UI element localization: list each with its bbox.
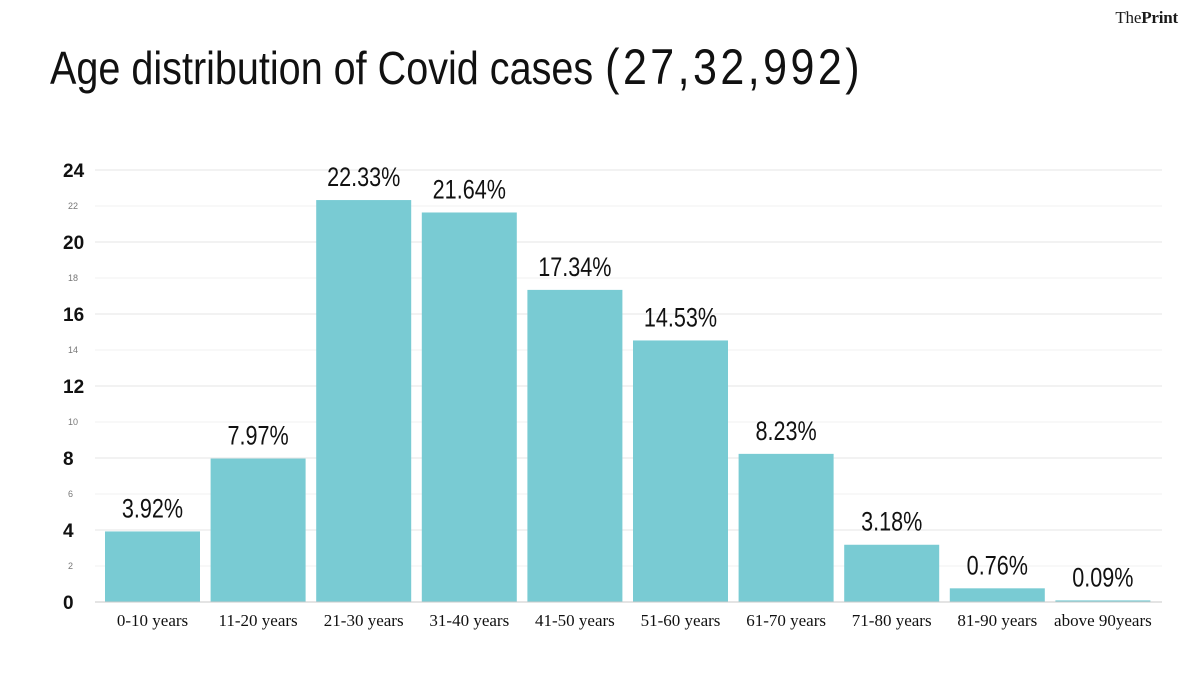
brand-logo: ThePrint	[1115, 8, 1178, 28]
y-tick-label: 12	[63, 377, 84, 398]
data-label: 21.64%	[433, 175, 506, 205]
bar	[1055, 600, 1151, 602]
chart-title-total: (27,32,992)	[605, 39, 863, 95]
brand-logo-print: Print	[1141, 8, 1178, 27]
x-category-label: 61-70 years	[746, 611, 826, 630]
x-category-label: 41-50 years	[535, 611, 615, 630]
bar	[105, 531, 200, 602]
data-label: 14.53%	[644, 303, 717, 333]
data-labels: 3.92% 7.97% 22.33% 21.64% 17.34% 14.53% 8.23% 3…	[122, 163, 1134, 593]
x-category-label: 51-60 years	[641, 611, 721, 630]
data-label: 0.76%	[967, 551, 1028, 581]
bar	[210, 458, 306, 602]
y-tick-label-minor: 22	[68, 201, 78, 211]
y-tick-label-minor: 14	[68, 345, 78, 355]
y-tick-label-minor: 18	[68, 273, 78, 283]
chart-title: Age distribution of Covid cases (27,32,99…	[50, 38, 863, 96]
x-category-label: above 90years	[1054, 611, 1152, 630]
y-tick-label: 0	[63, 593, 74, 614]
bar	[316, 200, 412, 602]
y-tick-label: 16	[63, 305, 84, 326]
data-label: 8.23%	[755, 417, 816, 447]
data-label: 17.34%	[538, 253, 611, 283]
y-tick-label: 24	[63, 161, 85, 182]
y-tick-label: 4	[63, 521, 74, 542]
y-tick-label-minor: 2	[68, 561, 73, 571]
data-label: 0.09%	[1072, 563, 1133, 593]
bar	[527, 289, 623, 602]
bar	[633, 340, 728, 602]
bars	[105, 200, 1151, 603]
x-category-label: 31-40 years	[429, 611, 509, 630]
bar	[949, 588, 1045, 602]
bar	[738, 453, 834, 602]
y-tick-label-minor: 6	[68, 489, 73, 499]
bar	[421, 212, 517, 603]
chart-title-text: Age distribution of Covid cases	[50, 42, 594, 94]
x-category-label: 81-90 years	[957, 611, 1037, 630]
x-axis-categories: 0-10 years 11-20 years 21-30 years 31-40 ye…	[117, 611, 1152, 630]
bar	[844, 544, 940, 602]
x-category-label: 71-80 years	[852, 611, 932, 630]
y-tick-label: 20	[63, 233, 84, 254]
data-label: 3.92%	[122, 494, 183, 524]
data-label: 22.33%	[327, 163, 400, 193]
y-axis-ticks: 0 4 8 12 16 20 24 2 6 10 14 18 22	[63, 161, 85, 614]
x-category-label: 0-10 years	[117, 611, 188, 630]
x-category-label: 11-20 years	[219, 611, 298, 630]
data-label: 3.18%	[861, 508, 922, 538]
data-label: 7.97%	[227, 421, 288, 451]
y-tick-label-minor: 10	[68, 417, 78, 427]
y-tick-label: 8	[63, 449, 74, 470]
x-category-label: 21-30 years	[324, 611, 404, 630]
brand-logo-the: The	[1115, 8, 1142, 27]
